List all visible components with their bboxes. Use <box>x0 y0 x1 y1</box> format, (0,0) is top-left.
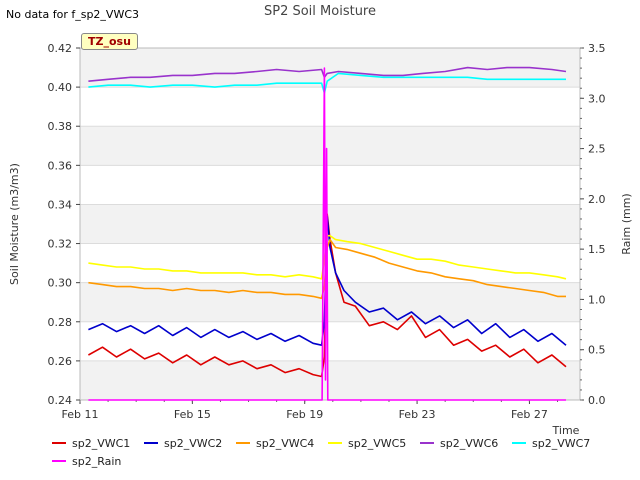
x-tick-label: Feb 23 <box>399 408 436 421</box>
legend-label-sp2_VWC2: sp2_VWC2 <box>164 437 222 450</box>
legend-label-sp2_VWC4: sp2_VWC4 <box>256 437 314 450</box>
background-band <box>80 126 580 166</box>
y-tick-label: 0.36 <box>48 159 73 172</box>
y-axis-label: Soil Moisture (m3/m3) <box>8 163 21 285</box>
y-tick-label: 0.32 <box>48 238 73 251</box>
x-tick-label: Feb 15 <box>174 408 211 421</box>
y2-tick-label: 1.0 <box>588 293 606 306</box>
y-tick-label: 0.28 <box>48 316 73 329</box>
x-axis-label: Time <box>552 424 580 437</box>
y2-tick-label: 2.5 <box>588 143 606 156</box>
no-data-note: No data for f_sp2_VWC3 <box>6 8 140 21</box>
legend-label-sp2_VWC5: sp2_VWC5 <box>348 437 406 450</box>
legend-label-sp2_VWC1: sp2_VWC1 <box>72 437 130 450</box>
y-tick-label: 0.26 <box>48 355 73 368</box>
y-tick-label: 0.40 <box>48 81 73 94</box>
y-tick-label: 0.30 <box>48 277 73 290</box>
legend-label-sp2_Rain: sp2_Rain <box>72 455 121 468</box>
site-badge: TZ_osu <box>81 33 138 50</box>
y2-axis-label: Raim (mm) <box>620 193 633 254</box>
background-band <box>80 165 580 205</box>
series-line-sp2_VWC6 <box>88 66 567 82</box>
x-tick-label: Feb 27 <box>511 408 548 421</box>
y2-tick-label: 0.0 <box>588 394 606 407</box>
y-tick-label: 0.24 <box>48 394 73 407</box>
y2-tick-label: 1.5 <box>588 243 606 256</box>
y2-tick-label: 2.0 <box>588 193 606 206</box>
y-tick-label: 0.38 <box>48 120 73 133</box>
x-tick-label: Feb 19 <box>286 408 323 421</box>
x-tick-label: Feb 11 <box>62 408 99 421</box>
y2-tick-label: 3.0 <box>588 92 606 105</box>
series-line-sp2_VWC7 <box>88 72 566 94</box>
y2-tick-label: 0.5 <box>588 344 606 357</box>
chart-title: SP2 Soil Moisture <box>263 4 376 19</box>
background-band <box>80 360 580 400</box>
legend-label-sp2_VWC7: sp2_VWC7 <box>532 437 590 450</box>
y2-tick-label: 3.5 <box>588 42 606 55</box>
background-band <box>80 87 580 127</box>
series-line-sp2_Rain <box>88 67 566 401</box>
background-band <box>80 48 580 88</box>
legend-label-sp2_VWC6: sp2_VWC6 <box>440 437 498 450</box>
y-tick-label: 0.34 <box>48 198 73 211</box>
y-tick-label: 0.42 <box>48 42 73 55</box>
